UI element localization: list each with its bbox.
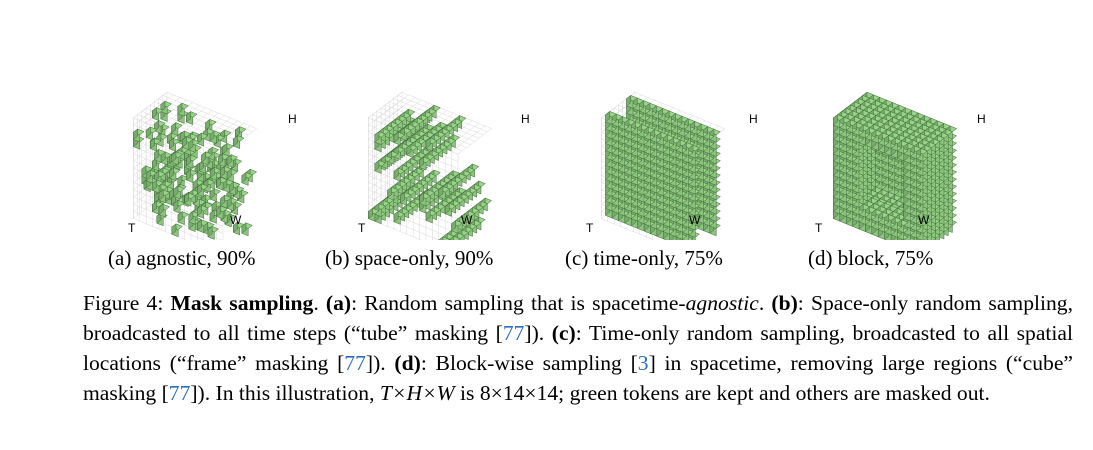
panel-d: H T W [795,25,1015,275]
panel-a-axis-t: T [128,221,136,235]
kept-token [209,166,215,179]
kept-token [169,137,174,150]
kept-token [179,130,185,142]
panel-b-axis-w: W [461,213,473,227]
kept-token [387,186,393,199]
kept-token [171,151,177,163]
panel-a-axis-w: W [230,213,242,227]
panel-b-voxels [367,91,493,240]
kept-token [171,223,177,235]
panel-c-subcaption: (c) time-only, 75% [565,246,723,270]
kept-token [444,202,450,215]
kept-token [166,132,172,144]
panel-b: H T W [330,25,550,275]
kept-token [133,128,138,140]
kept-token [186,169,192,181]
kept-token [197,219,202,231]
kept-token [406,144,412,156]
kept-token [368,207,373,220]
panel-a-axis-h: H [288,112,297,126]
panel-b-axis-t: T [358,221,366,235]
kept-token [425,137,431,149]
kept-token [209,209,215,222]
kept-token [393,210,399,223]
kept-token [145,169,151,182]
kept-token [207,225,213,238]
kept-token [152,107,157,119]
panel-c-axis-t: T [586,221,594,235]
kept-token [177,211,183,223]
kept-token [188,210,194,223]
kept-token [222,142,228,155]
kept-token [182,136,187,148]
kept-token [169,167,175,179]
kept-token [419,192,425,204]
panel-d-voxels [832,91,958,240]
kept-token [216,205,222,217]
kept-token [451,219,457,232]
kept-token [173,199,179,212]
kept-token [220,165,226,178]
kept-token [171,122,177,134]
panel-b-subcaption: (b) space-only, 90% [325,246,494,270]
kept-token [393,167,399,180]
kept-token [438,185,444,198]
panel-a-subcaption: (a) agnostic, 90% [108,246,256,270]
kept-token [184,192,190,204]
kept-token [374,159,380,172]
panel-c-axis-h: H [749,112,758,126]
kept-token [197,204,202,217]
kept-token [233,135,238,147]
kept-token [177,102,183,115]
panel-c-axis-w: W [689,213,701,227]
panel-a-voxels [132,91,258,240]
panel-c-voxels [601,91,725,240]
kept-token [419,156,425,168]
panel-c: H T W [563,25,783,275]
kept-token [218,153,224,165]
kept-token [201,151,207,163]
kept-token [605,110,611,123]
kept-token [241,171,247,184]
kept-token [233,221,238,233]
kept-token [154,148,160,161]
kept-token [186,154,192,167]
kept-token [141,165,147,177]
kept-token [400,191,405,204]
kept-token [438,236,444,240]
kept-token [145,126,151,138]
kept-token [150,137,155,150]
kept-token [374,131,380,143]
panel-a: H T W [95,25,315,275]
panel-b-axis-h: H [521,112,530,126]
kept-token [626,94,632,107]
kept-token [393,131,399,144]
kept-token [158,203,164,216]
kept-token [197,183,202,195]
kept-token [220,194,226,207]
kept-token [152,200,157,213]
kept-token [186,111,191,123]
